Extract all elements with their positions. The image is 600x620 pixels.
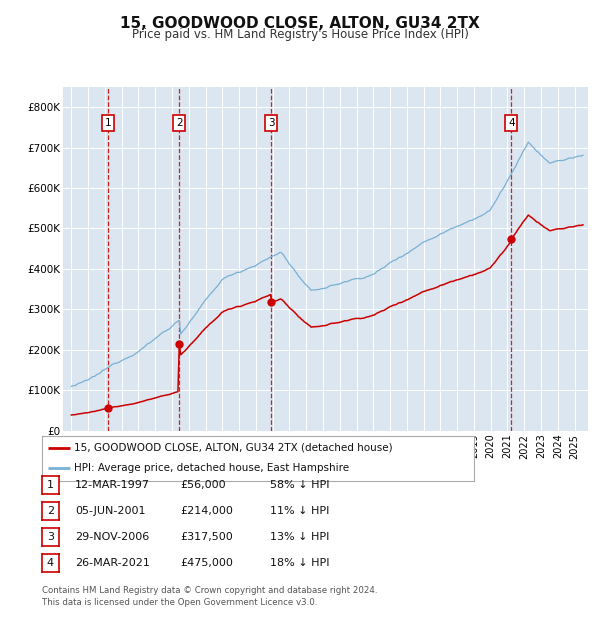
Text: £475,000: £475,000 xyxy=(180,558,233,568)
Text: 4: 4 xyxy=(508,118,515,128)
Text: 11% ↓ HPI: 11% ↓ HPI xyxy=(270,506,329,516)
Text: 12-MAR-1997: 12-MAR-1997 xyxy=(75,480,150,490)
Text: Price paid vs. HM Land Registry's House Price Index (HPI): Price paid vs. HM Land Registry's House … xyxy=(131,28,469,41)
Text: 15, GOODWOOD CLOSE, ALTON, GU34 2TX (detached house): 15, GOODWOOD CLOSE, ALTON, GU34 2TX (det… xyxy=(74,443,393,453)
Text: 13% ↓ HPI: 13% ↓ HPI xyxy=(270,532,329,542)
Text: 3: 3 xyxy=(268,118,274,128)
Text: 29-NOV-2006: 29-NOV-2006 xyxy=(75,532,149,542)
Text: 26-MAR-2021: 26-MAR-2021 xyxy=(75,558,150,568)
Text: 1: 1 xyxy=(105,118,112,128)
Text: HPI: Average price, detached house, East Hampshire: HPI: Average price, detached house, East… xyxy=(74,463,350,474)
Text: Contains HM Land Registry data © Crown copyright and database right 2024.
This d: Contains HM Land Registry data © Crown c… xyxy=(42,586,377,607)
Text: 58% ↓ HPI: 58% ↓ HPI xyxy=(270,480,329,490)
Text: 2: 2 xyxy=(176,118,182,128)
Text: £317,500: £317,500 xyxy=(180,532,233,542)
Text: 15, GOODWOOD CLOSE, ALTON, GU34 2TX: 15, GOODWOOD CLOSE, ALTON, GU34 2TX xyxy=(120,16,480,31)
Text: 1: 1 xyxy=(47,480,54,490)
Text: 18% ↓ HPI: 18% ↓ HPI xyxy=(270,558,329,568)
Text: £214,000: £214,000 xyxy=(180,506,233,516)
Text: 05-JUN-2001: 05-JUN-2001 xyxy=(75,506,146,516)
Text: 4: 4 xyxy=(47,558,54,568)
Text: 2: 2 xyxy=(47,506,54,516)
Text: 3: 3 xyxy=(47,532,54,542)
Text: £56,000: £56,000 xyxy=(180,480,226,490)
